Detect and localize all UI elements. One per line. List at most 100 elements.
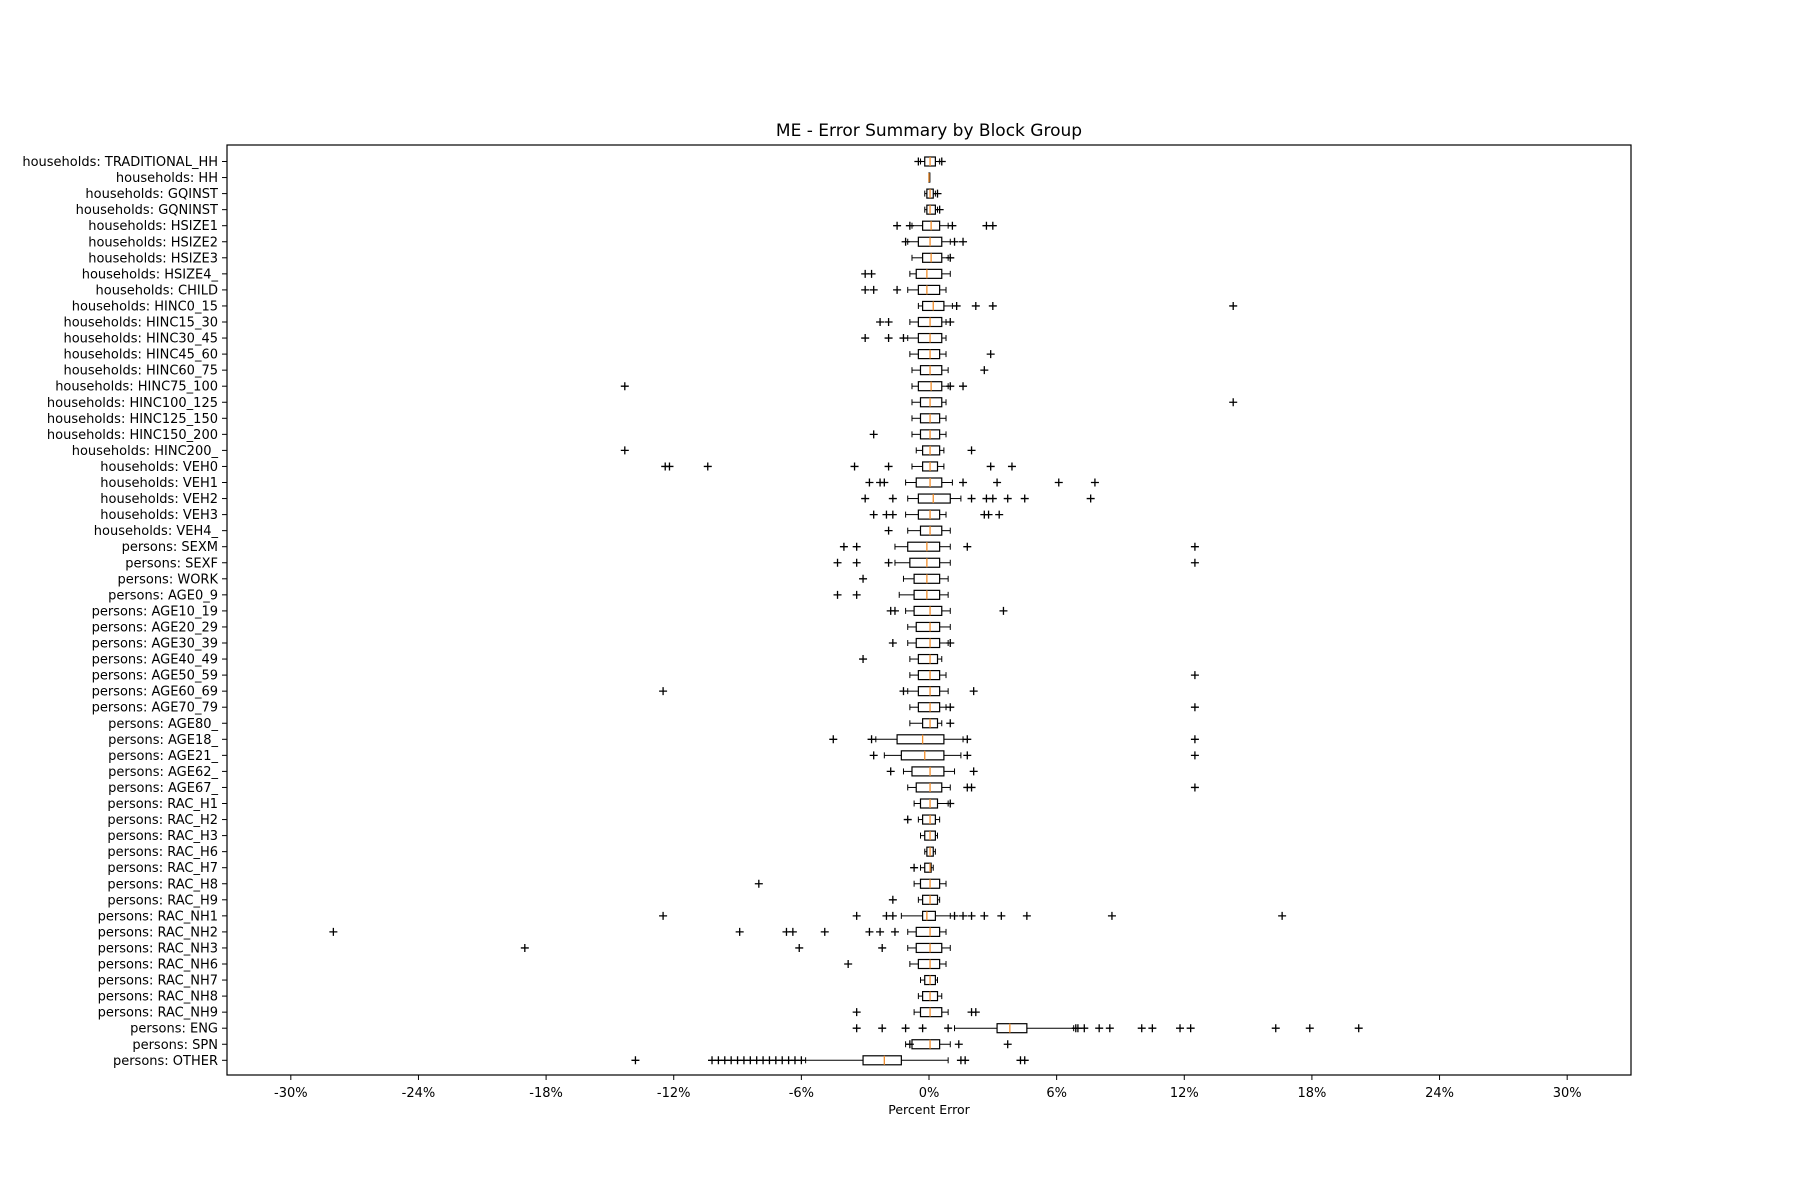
outlier-marker [910,863,919,872]
x-axis-label: Percent Error [888,1102,970,1117]
category-label: households: HH [116,171,218,186]
box-iqr [917,702,941,713]
outlier-marker [952,301,961,310]
outlier-marker [1020,494,1029,503]
outlier-marker [797,1056,806,1065]
outlier-marker [1020,1056,1029,1065]
box-iqr [917,653,939,665]
outlier-marker [980,366,989,375]
outlier-marker [899,687,908,696]
box-iqr [917,509,941,520]
category-label: households: VEH2 [100,492,218,507]
box-iqr [917,493,951,504]
box-group [911,252,955,263]
box-group [839,541,1199,552]
box-group [907,621,951,633]
outlier-marker [833,590,842,599]
box-iqr [922,910,936,921]
box-group [329,926,947,938]
outlier-marker [833,558,842,567]
box-group [861,332,947,344]
category-label: persons: AGE0_9 [108,588,218,603]
category-label: persons: AGE21_ [108,749,218,764]
box-iqr [922,252,943,263]
box-iqr [917,284,941,295]
box-group [901,236,968,247]
category-label: persons: RAC_NH9 [98,1006,218,1021]
outlier-marker [914,157,923,166]
outlier-marker [886,767,895,776]
box-iqr [913,605,943,617]
box-group [886,766,978,777]
outlier-marker [829,735,838,744]
box-iqr [919,365,943,376]
category-label: households: GQNINST [76,203,218,218]
outlier-marker [876,927,885,936]
outlier-marker [935,205,944,214]
box-iqr [911,766,945,777]
outlier-marker [1137,1024,1146,1033]
category-label: persons: AGE20_29 [92,620,218,635]
outlier-marker [1105,1024,1114,1033]
box-group [520,942,951,954]
category-label: persons: RAC_NH1 [98,909,218,924]
box-group [919,974,939,986]
outlier-marker [959,237,968,246]
outlier-marker [850,462,859,471]
box-group [909,349,995,360]
category-label: persons: AGE10_19 [92,604,218,619]
outlier-marker [997,911,1006,920]
box-group [924,188,942,199]
category-label: persons: WORK [118,572,219,587]
outlier-marker [852,558,861,567]
outlier-marker [888,895,897,904]
outlier-marker [852,911,861,920]
outlier-marker [865,927,874,936]
outlier-marker [1080,1024,1089,1033]
box-group [869,750,1199,761]
box-group [754,878,947,889]
outlier-marker [1190,783,1199,792]
box-group [869,429,947,440]
box-group [928,172,931,183]
category-label: persons: AGE18_ [108,733,218,748]
outlier-marker [520,943,529,952]
box-group [888,894,941,905]
category-label: persons: RAC_H6 [107,845,218,860]
category-label: persons: AGE50_59 [92,669,218,684]
outlier-marker [1190,542,1199,551]
outlier-marker [905,1040,914,1049]
category-label: persons: SEXF [125,556,218,571]
box-iqr [896,734,945,745]
outlier-marker [901,1024,910,1033]
outlier-marker [869,751,878,760]
box-group [913,798,955,809]
outlier-marker [884,526,893,535]
box-iqr [915,621,941,633]
outlier-marker [948,221,957,230]
outlier-marker [878,1024,887,1033]
box-group [924,204,944,215]
outlier-marker [861,334,870,343]
outlier-marker [967,911,976,920]
category-label: households: HINC150_200 [47,428,218,443]
x-tick-label: -6% [789,1086,814,1101]
box-group [886,605,1008,617]
box-group [911,413,947,424]
outlier-marker [959,911,968,920]
outlier-marker [884,318,893,326]
outlier-marker [861,285,870,294]
outlier-marker [878,943,887,952]
category-label: persons: RAC_NH8 [98,990,218,1005]
outlier-marker [703,462,712,471]
outlier-marker [988,221,997,230]
outlier-marker [852,542,861,551]
box-group [893,220,997,231]
x-tick-label: -24% [402,1086,436,1101]
box-group [620,445,976,456]
outlier-marker [1190,703,1199,712]
box-iqr [926,204,936,215]
outlier-marker [795,943,804,952]
outlier-marker [971,301,980,310]
outlier-marker [1186,1024,1195,1033]
